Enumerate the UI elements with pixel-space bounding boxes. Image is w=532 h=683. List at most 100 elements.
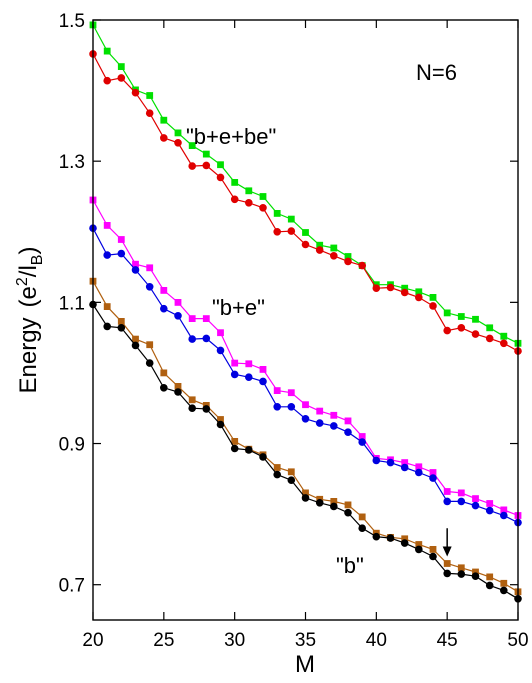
series-1-point: [429, 294, 437, 301]
series-4-point: [485, 506, 494, 515]
series-5-point: [415, 541, 423, 548]
series-5: [89, 277, 522, 596]
series-6: [89, 300, 522, 603]
series-1-point: [103, 47, 111, 55]
series-4-point: [273, 403, 282, 411]
series-4-point: [358, 438, 367, 446]
series-1-point: [443, 309, 451, 317]
series-4-point: [117, 249, 126, 258]
series-2-point: [386, 283, 395, 292]
series-4-point: [386, 458, 395, 467]
series-3-point: [273, 387, 281, 394]
series-3-point: [472, 495, 479, 502]
series-4-point: [259, 377, 267, 386]
series-1-point: [344, 253, 352, 260]
series-2-point: [344, 257, 352, 266]
series-2-point: [174, 139, 182, 147]
series-4-point: [429, 474, 437, 482]
series-2-point: [259, 204, 267, 212]
series-1-point: [245, 187, 253, 195]
series-4-point: [145, 283, 154, 291]
series-5-point: [344, 501, 352, 509]
series-1-point: [217, 161, 224, 169]
series-6-point: [245, 446, 253, 454]
series-1-point: [316, 241, 324, 249]
series-4-point: [160, 304, 168, 313]
y-tick-label: 1.3: [59, 152, 85, 173]
series-2-point: [188, 162, 196, 170]
series-4-point: [315, 419, 324, 427]
x-tick-label: 20: [82, 630, 103, 651]
y-tick-label: 0.9: [59, 435, 85, 456]
series-6-point: [485, 581, 494, 590]
series-1-point: [273, 210, 281, 217]
series-4-point: [245, 373, 253, 382]
series-5-point: [500, 579, 508, 587]
series-4: [89, 224, 522, 527]
series-6-point: [287, 476, 296, 485]
series-6-point: [315, 499, 324, 507]
series-2-point: [315, 246, 324, 254]
series-6-line: [92, 304, 519, 600]
series-6-point: [500, 586, 508, 595]
y-tick-label: 0.7: [59, 576, 85, 597]
series-3-point: [117, 236, 125, 243]
series-6-point: [160, 384, 168, 392]
y-axis-unit-sup: 2: [14, 277, 31, 286]
series-4-point: [202, 334, 211, 343]
series-2-point: [358, 261, 367, 270]
series-5-line: [92, 280, 519, 593]
series-4-point: [471, 501, 480, 510]
y-axis-label: Energy (e2/lB): [14, 247, 46, 394]
series-layer: [89, 21, 522, 603]
group-label-be: "b+e": [212, 295, 265, 320]
group-label-b: "b": [336, 553, 364, 578]
series-3-point: [457, 489, 465, 497]
series-4-point: [415, 468, 423, 477]
series-1-point: [160, 116, 168, 124]
series-6-point: [358, 524, 367, 532]
series-5-point: [103, 303, 111, 310]
series-5-point: [472, 568, 479, 576]
series-4-point: [500, 511, 508, 520]
series-3-point: [316, 407, 324, 415]
series-2-point: [372, 284, 381, 293]
y-axis-unit-mid: /l: [15, 265, 42, 277]
series-3-point: [217, 329, 224, 337]
series-2-point: [230, 195, 239, 204]
series-6-point: [131, 341, 140, 350]
series-6-point: [344, 508, 352, 517]
series-4-point: [230, 370, 239, 379]
arrow-head: [442, 546, 452, 557]
series-6-point: [259, 453, 267, 461]
series-2-point: [216, 173, 225, 182]
series-1-point: [472, 315, 479, 323]
series-6-point: [330, 502, 338, 511]
series-3-point: [344, 417, 352, 425]
series-6-point: [145, 359, 154, 367]
series-3-point: [259, 366, 267, 373]
series-1-point: [259, 193, 267, 200]
series-4-point: [457, 497, 466, 506]
series-5-point: [132, 335, 139, 343]
series-2-point: [273, 228, 282, 236]
series-5-point: [174, 383, 182, 390]
series-5-point: [401, 535, 409, 543]
series-6-point: [273, 470, 282, 479]
x-tick-label: 30: [224, 630, 245, 651]
series-3-point: [202, 315, 210, 322]
series-4-point: [216, 346, 225, 355]
x-axis-label: M: [295, 651, 315, 678]
series-2-point: [202, 161, 211, 170]
series-4-point: [344, 428, 352, 437]
series-3-point: [415, 463, 423, 471]
series-5-point: [160, 369, 168, 377]
series-2-point: [457, 324, 466, 332]
series-5-point: [358, 513, 366, 521]
series-1-point: [188, 142, 196, 149]
series-3-point: [401, 459, 409, 466]
series-2-point: [415, 293, 423, 302]
series-6-point: [415, 545, 423, 554]
series-1-point: [486, 324, 494, 332]
series-6-point: [400, 539, 409, 547]
